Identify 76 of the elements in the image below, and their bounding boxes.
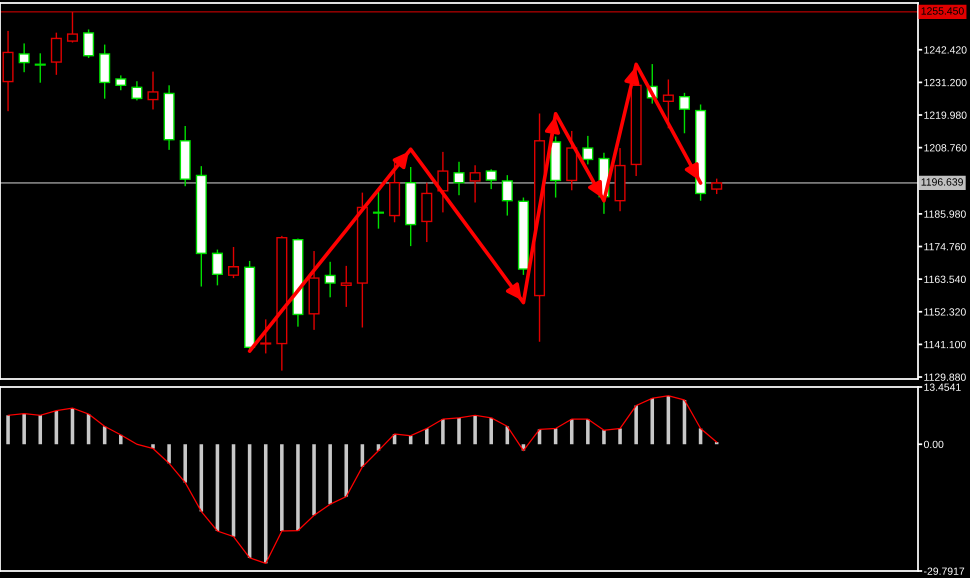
- bar: [506, 426, 510, 444]
- bar: [586, 419, 590, 444]
- bar: [666, 396, 670, 444]
- candlestick: [18, 42, 30, 73]
- candlestick: [115, 74, 126, 91]
- candlestick: [228, 246, 240, 279]
- candlestick: [711, 178, 722, 195]
- bar: [216, 444, 220, 532]
- y-tick-label: 13.4541: [924, 384, 961, 391]
- bar: [602, 430, 606, 444]
- y-tick-label: 0.00: [924, 440, 944, 448]
- candlestick: [486, 168, 497, 190]
- bar: [538, 429, 542, 444]
- bar: [200, 444, 204, 512]
- bar: [570, 419, 574, 444]
- candlestick: [582, 135, 594, 166]
- ref-line-label: 1196.639: [922, 178, 963, 186]
- bar: [360, 444, 364, 467]
- ref-line-label: 1255.450: [922, 7, 964, 15]
- bar: [232, 444, 236, 537]
- y-tick-label: 1185.980: [924, 210, 966, 218]
- candlestick: [131, 80, 142, 102]
- y-tick-label: 1152.320: [924, 308, 966, 316]
- bar: [296, 444, 300, 531]
- y-tick-label: 1129.880: [924, 374, 966, 381]
- bar: [264, 444, 268, 564]
- bar: [473, 415, 477, 444]
- candlestick: [147, 70, 159, 110]
- bar: [489, 418, 493, 444]
- bar: [86, 414, 90, 444]
- candlestick: [34, 52, 46, 84]
- bar: [425, 428, 429, 444]
- candlestick: [340, 265, 352, 308]
- bar: [102, 426, 106, 444]
- candlestick: [372, 190, 384, 230]
- candlestick: [50, 32, 62, 76]
- candlestick: [324, 261, 336, 298]
- y-tick-label: 1174.760: [924, 243, 966, 250]
- bar: [682, 400, 686, 444]
- bar: [54, 410, 58, 444]
- bar: [650, 398, 654, 444]
- y-tick-label: 1219.980: [924, 112, 967, 119]
- candlestick: [470, 164, 481, 204]
- candlestick: [453, 161, 465, 196]
- bar: [280, 444, 284, 532]
- candlestick: [212, 248, 223, 286]
- y-tick-label: 1208.760: [924, 144, 967, 152]
- bar: [38, 415, 42, 444]
- bar: [312, 444, 316, 516]
- y-tick-label: 1242.420: [924, 46, 967, 54]
- bar: [328, 444, 332, 504]
- bar: [6, 415, 10, 444]
- bar: [634, 406, 638, 444]
- candlestick: [83, 28, 94, 59]
- bar: [248, 444, 252, 558]
- candlestick: [502, 174, 513, 216]
- candlestick: [662, 78, 674, 130]
- bar: [618, 428, 622, 444]
- bar: [408, 436, 412, 444]
- bar: [457, 418, 461, 444]
- line-series: [7, 395, 718, 564]
- candlestick: [260, 318, 272, 354]
- line-series: [248, 62, 702, 353]
- bar: [167, 444, 171, 464]
- bar: [554, 428, 558, 444]
- bar: [698, 428, 702, 444]
- candlestick: [678, 92, 690, 134]
- y-tick-label: 1141.100: [924, 340, 966, 348]
- y-tick-label: 1163.540: [924, 276, 966, 284]
- bar: [70, 408, 74, 444]
- bar: [441, 419, 445, 444]
- bar: [22, 414, 26, 444]
- bar: [344, 444, 348, 497]
- y-tick-label: 1231.200: [924, 78, 967, 86]
- bar: [183, 444, 187, 483]
- y-tick-label: -29.7917: [924, 568, 964, 575]
